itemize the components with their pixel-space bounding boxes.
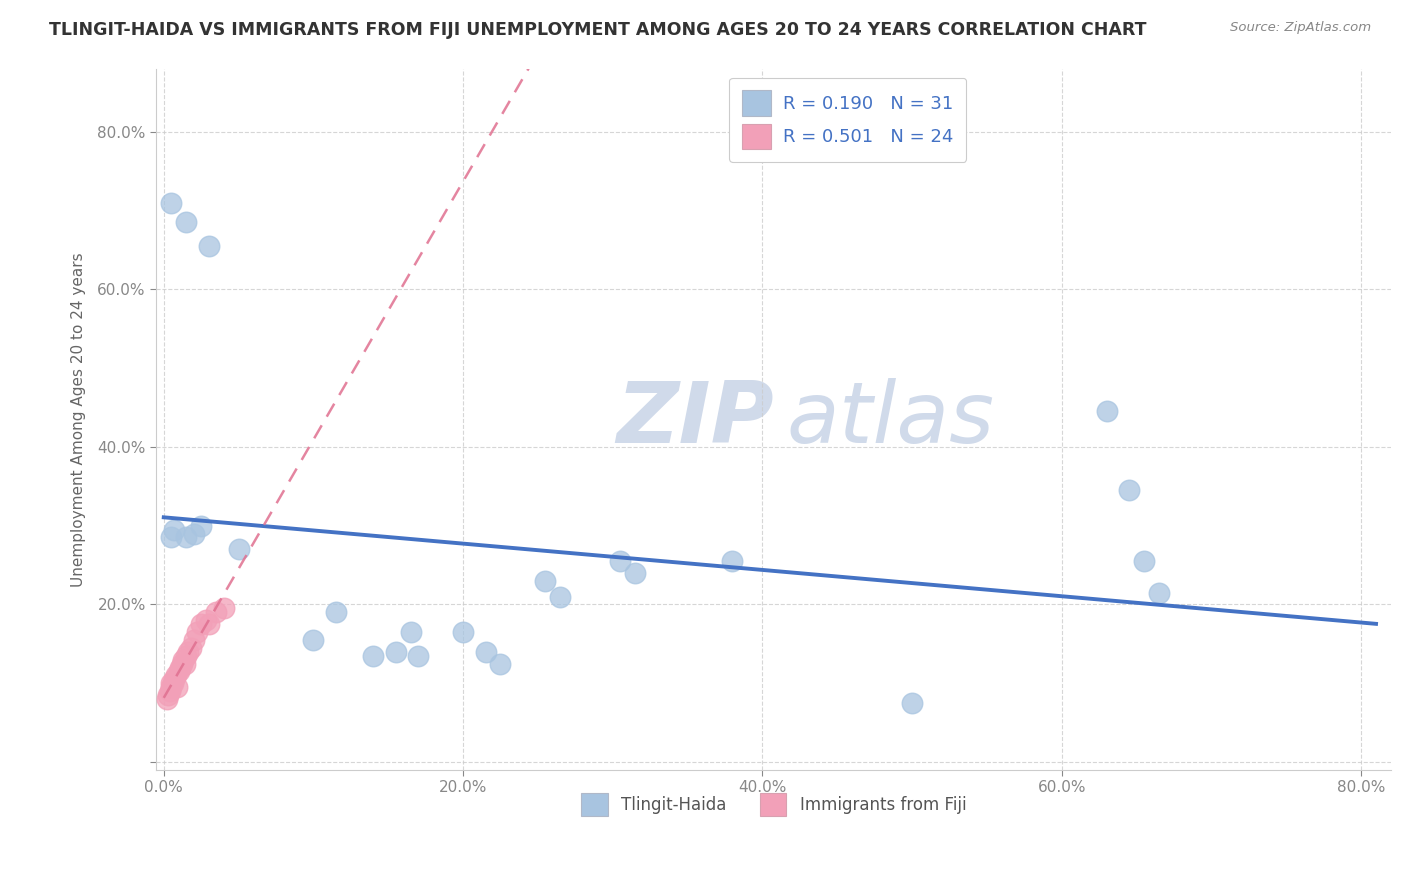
- Point: [186, 625, 208, 640]
- Point: [160, 676, 183, 690]
- Point: [163, 523, 186, 537]
- Point: [197, 239, 219, 253]
- Point: [1147, 585, 1170, 599]
- Point: [624, 566, 647, 580]
- Point: [1118, 483, 1140, 498]
- Point: [406, 648, 429, 663]
- Text: Source: ZipAtlas.com: Source: ZipAtlas.com: [1230, 21, 1371, 35]
- Point: [474, 645, 496, 659]
- Point: [166, 680, 188, 694]
- Point: [550, 590, 572, 604]
- Point: [1095, 404, 1118, 418]
- Point: [534, 574, 557, 588]
- Point: [174, 215, 197, 229]
- Point: [190, 617, 212, 632]
- Point: [183, 526, 205, 541]
- Point: [901, 696, 924, 710]
- Point: [160, 680, 183, 694]
- Point: [160, 195, 183, 210]
- Point: [180, 640, 202, 655]
- Point: [162, 676, 184, 690]
- Point: [169, 660, 191, 674]
- Point: [167, 665, 190, 679]
- Point: [384, 645, 406, 659]
- Point: [325, 606, 347, 620]
- Point: [165, 668, 187, 682]
- Point: [451, 625, 474, 640]
- Point: [176, 645, 198, 659]
- Y-axis label: Unemployment Among Ages 20 to 24 years: Unemployment Among Ages 20 to 24 years: [72, 252, 86, 587]
- Legend: Tlingit-Haida, Immigrants from Fiji: Tlingit-Haida, Immigrants from Fiji: [572, 785, 974, 825]
- Point: [228, 542, 250, 557]
- Point: [489, 657, 512, 671]
- Point: [302, 632, 325, 647]
- Point: [212, 601, 235, 615]
- Point: [361, 648, 384, 663]
- Point: [174, 648, 197, 663]
- Point: [197, 617, 219, 632]
- Point: [172, 653, 194, 667]
- Text: ZIP: ZIP: [616, 377, 773, 461]
- Point: [194, 613, 217, 627]
- Point: [170, 657, 193, 671]
- Point: [163, 673, 186, 687]
- Point: [160, 531, 183, 545]
- Point: [609, 554, 631, 568]
- Point: [173, 657, 195, 671]
- Point: [156, 692, 179, 706]
- Point: [159, 684, 181, 698]
- Point: [183, 632, 205, 647]
- Text: atlas: atlas: [786, 377, 994, 461]
- Point: [174, 531, 197, 545]
- Text: TLINGIT-HAIDA VS IMMIGRANTS FROM FIJI UNEMPLOYMENT AMONG AGES 20 TO 24 YEARS COR: TLINGIT-HAIDA VS IMMIGRANTS FROM FIJI UN…: [49, 21, 1147, 39]
- Point: [721, 554, 744, 568]
- Point: [205, 606, 228, 620]
- Point: [157, 688, 180, 702]
- Point: [190, 518, 212, 533]
- Point: [399, 625, 422, 640]
- Point: [1133, 554, 1156, 568]
